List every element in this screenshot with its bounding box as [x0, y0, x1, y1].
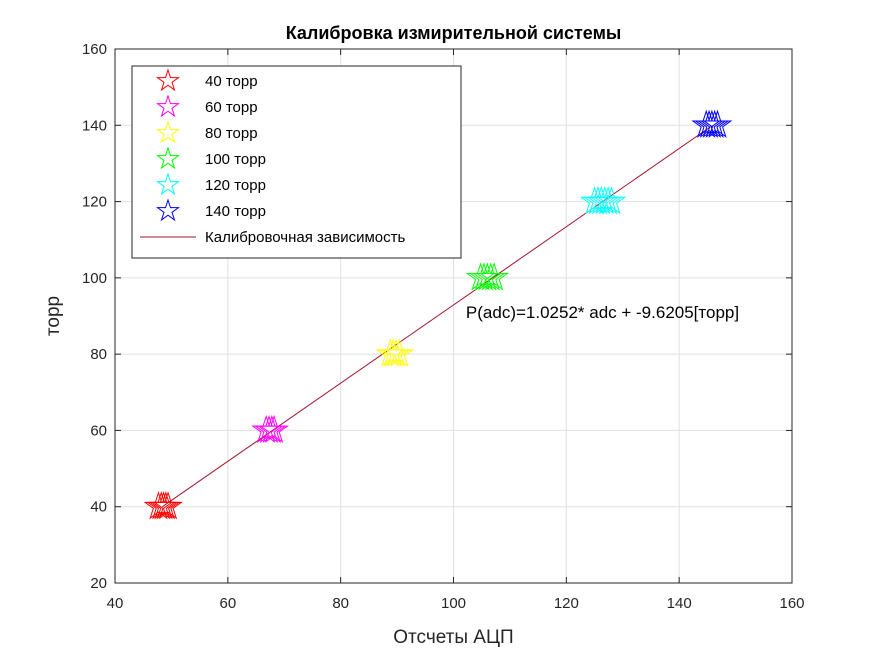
legend-star-icon: [156, 94, 180, 118]
legend-star-icon: [156, 120, 180, 144]
y-tick-label: 80: [90, 346, 107, 363]
legend-star-icon: [156, 198, 180, 222]
star-marker-140-торр: [702, 109, 733, 138]
legend-star-icon: [156, 172, 180, 196]
legend-entry-label: 120 торр: [205, 177, 266, 194]
x-axis-title: Отсчеты АЦП: [393, 627, 513, 648]
fit-line-layer: [162, 126, 712, 508]
y-tick-label: 140: [82, 117, 107, 134]
legend-entry-label: 100 торр: [205, 151, 266, 168]
star-marker-100-торр: [479, 262, 509, 291]
data-markers: [143, 109, 733, 520]
legend-star-icon: [156, 146, 180, 170]
x-tick-label: 160: [779, 595, 804, 612]
legend-star-icon: [156, 68, 180, 92]
star-marker-80-торр: [384, 338, 415, 367]
legend-entry-label: 40 торр: [205, 73, 258, 90]
x-tick-label: 120: [554, 595, 579, 612]
y-tick-label: 160: [82, 41, 107, 58]
y-tick-label: 40: [90, 499, 107, 516]
x-tick-label: 100: [441, 595, 466, 612]
calibration-fit-line: [162, 126, 712, 508]
star-marker-120-торр: [596, 185, 627, 215]
legend: 40 торр 60 торр 80 торр 100 торр 120 торр 140…: [131, 65, 462, 259]
x-tick-label: 40: [107, 595, 124, 612]
y-tick-label: 100: [82, 270, 107, 287]
y-tick-label: 20: [90, 575, 107, 592]
chart-title: Калибровка измирительной системы: [286, 23, 622, 43]
legend-entry-label: 80 торр: [205, 125, 258, 142]
legend-entry-label: Калибровочная зависимость: [205, 229, 406, 246]
legend-entry-label: 60 торр: [205, 99, 258, 116]
star-marker-60-торр: [259, 414, 289, 444]
y-axis-title: торр: [43, 296, 64, 336]
star-marker-40-торр: [153, 491, 183, 520]
x-tick-label: 140: [667, 595, 692, 612]
legend-entry-label: 140 торр: [205, 203, 266, 220]
y-tick-label: 120: [82, 194, 107, 211]
legend-box: [131, 65, 462, 259]
fit-equation-annotation: P(adc)=1.0252* adc + -9.6205[торр]: [466, 303, 739, 322]
x-tick-label: 80: [332, 595, 349, 612]
y-tick-label: 60: [90, 422, 107, 439]
x-tick-label: 60: [219, 595, 236, 612]
